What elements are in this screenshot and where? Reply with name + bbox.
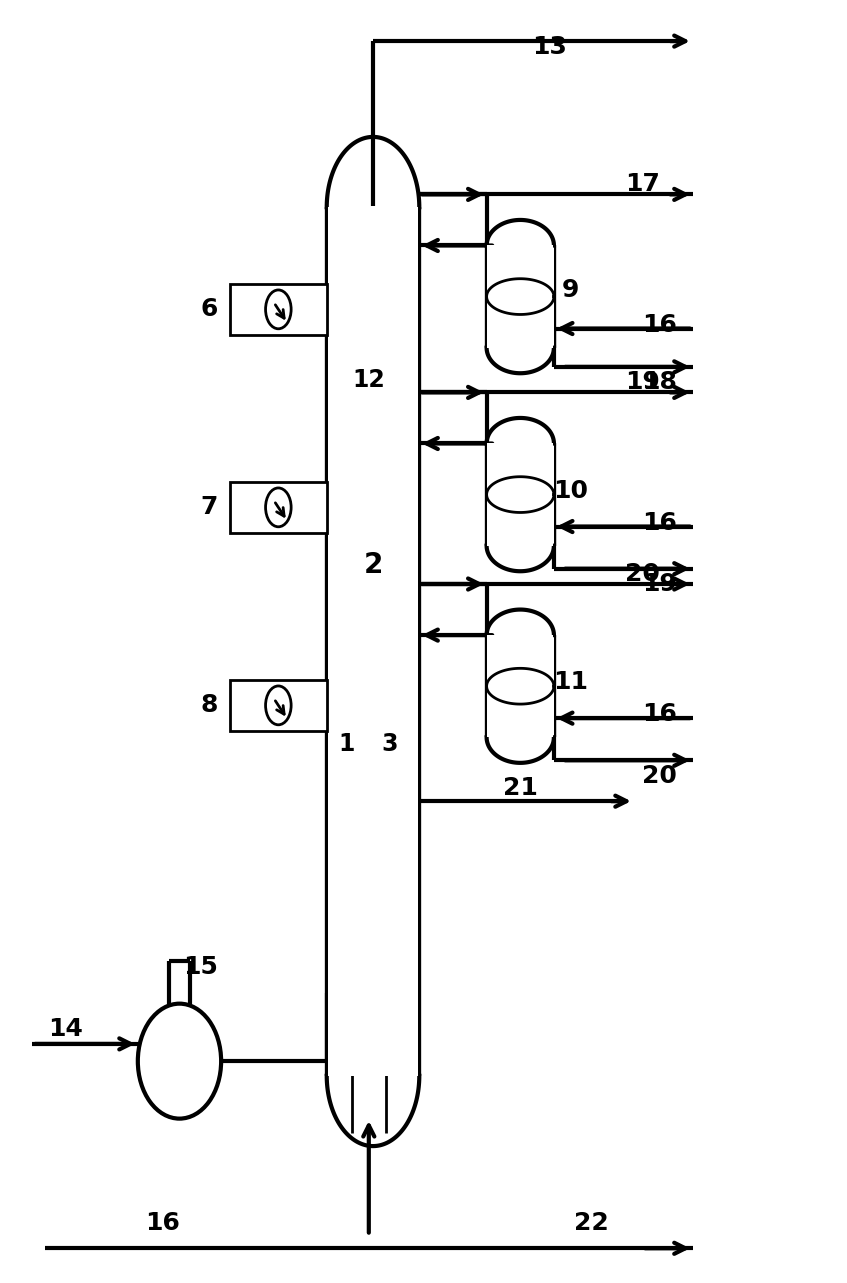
Text: 16: 16 xyxy=(642,511,677,535)
Text: 21: 21 xyxy=(503,776,538,801)
Bar xyxy=(487,444,554,545)
Text: 19: 19 xyxy=(625,371,660,394)
Text: 9: 9 xyxy=(562,278,579,303)
Text: 20: 20 xyxy=(642,763,677,788)
Bar xyxy=(230,284,327,335)
Circle shape xyxy=(266,686,291,725)
Bar xyxy=(327,207,419,1076)
Text: 17: 17 xyxy=(625,172,660,196)
Bar xyxy=(327,1076,419,1146)
Text: 15: 15 xyxy=(183,956,218,979)
Text: 6: 6 xyxy=(200,298,218,321)
Text: 3: 3 xyxy=(382,731,398,756)
Text: 22: 22 xyxy=(574,1211,609,1234)
Text: 18: 18 xyxy=(642,371,677,394)
Text: 16: 16 xyxy=(145,1211,180,1234)
Text: 16: 16 xyxy=(642,702,677,726)
Text: 19: 19 xyxy=(642,572,677,597)
Bar xyxy=(230,680,327,731)
Text: 12: 12 xyxy=(352,368,385,391)
Text: 20: 20 xyxy=(625,562,660,586)
Bar xyxy=(488,245,553,348)
Bar xyxy=(488,444,553,545)
Text: 16: 16 xyxy=(642,313,677,336)
Text: 10: 10 xyxy=(553,479,589,503)
Bar xyxy=(327,137,419,207)
Ellipse shape xyxy=(138,1003,221,1119)
Text: 2: 2 xyxy=(363,550,383,579)
Text: 5: 5 xyxy=(171,1094,188,1119)
Text: 11: 11 xyxy=(553,671,589,694)
Bar xyxy=(487,635,554,738)
Text: 7: 7 xyxy=(200,495,218,520)
Text: 1: 1 xyxy=(338,731,354,756)
Circle shape xyxy=(266,290,291,328)
Text: 8: 8 xyxy=(200,693,218,717)
Bar xyxy=(230,482,327,532)
Bar xyxy=(487,245,554,348)
Polygon shape xyxy=(329,207,418,1076)
Text: 13: 13 xyxy=(532,36,567,59)
Text: 14: 14 xyxy=(48,1016,83,1041)
Circle shape xyxy=(266,488,291,527)
Bar xyxy=(488,635,553,738)
